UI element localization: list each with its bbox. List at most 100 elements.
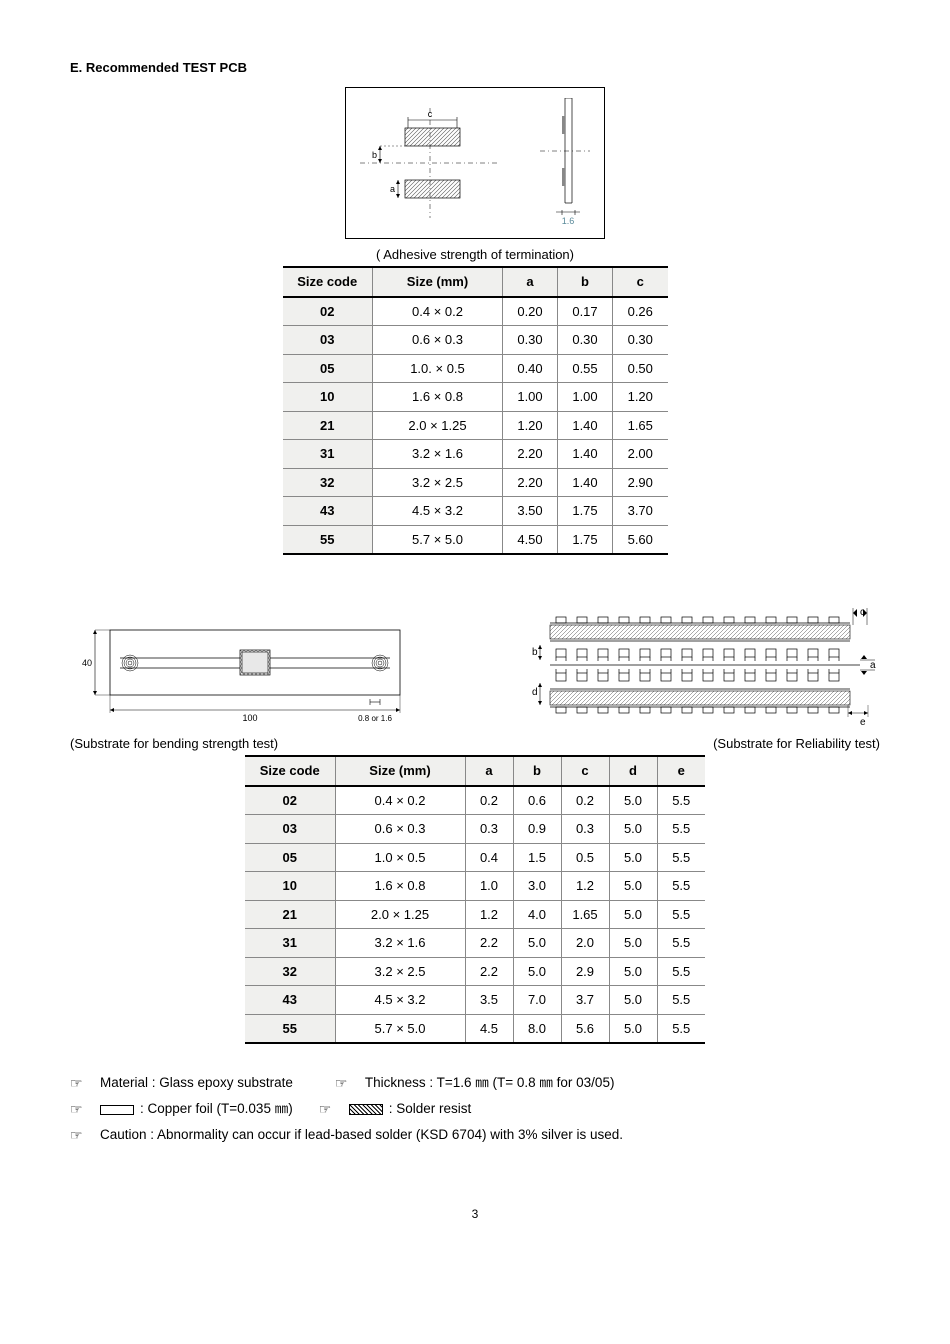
table-cell: 0.4 × 0.2 bbox=[373, 297, 503, 326]
table-cell: 0.2 bbox=[561, 786, 609, 815]
bend-dim-h: 40 bbox=[82, 658, 92, 668]
table-cell: 8.0 bbox=[513, 1014, 561, 1043]
table-cell: 0.26 bbox=[613, 297, 668, 326]
table-cell: 5.5 bbox=[657, 786, 705, 815]
table-cell: 5.0 bbox=[609, 929, 657, 958]
table-row: 555.7 × 5.04.501.755.60 bbox=[283, 525, 668, 554]
table-cell: 02 bbox=[245, 786, 335, 815]
note-material: Material : Glass epoxy substrate bbox=[100, 1072, 293, 1095]
table-cell: 03 bbox=[283, 326, 373, 355]
table-cell: 2.20 bbox=[503, 440, 558, 469]
table-header: a bbox=[503, 267, 558, 297]
table-cell: 7.0 bbox=[513, 986, 561, 1015]
table1-caption: ( Adhesive strength of termination) bbox=[70, 247, 880, 262]
table-cell: 2.00 bbox=[613, 440, 668, 469]
table-header: c bbox=[561, 756, 609, 786]
table-cell: 5.0 bbox=[609, 900, 657, 929]
table-cell: 1.6 × 0.8 bbox=[335, 872, 465, 901]
table-cell: 32 bbox=[245, 957, 335, 986]
table-row: 020.4 × 0.20.20.60.25.05.5 bbox=[245, 786, 705, 815]
table-cell: 5.5 bbox=[657, 900, 705, 929]
bend-diagram-label: (Substrate for bending strength test) bbox=[70, 736, 420, 751]
table-header: Size (mm) bbox=[335, 756, 465, 786]
table-cell: 5.6 bbox=[561, 1014, 609, 1043]
table-header: Size code bbox=[283, 267, 373, 297]
table-row: 313.2 × 1.62.25.02.05.05.5 bbox=[245, 929, 705, 958]
table-header: e bbox=[657, 756, 705, 786]
table-cell: 5.7 × 5.0 bbox=[373, 525, 503, 554]
table-cell: 0.6 × 0.3 bbox=[335, 815, 465, 844]
table-header: c bbox=[613, 267, 668, 297]
reliability-table: Size codeSize (mm)abcde 020.4 × 0.20.20.… bbox=[245, 755, 705, 1044]
table-cell: 5.5 bbox=[657, 986, 705, 1015]
table-header: d bbox=[609, 756, 657, 786]
pointer-icon: ☞ bbox=[70, 1098, 88, 1122]
dim-thickness: 1.6 bbox=[562, 216, 575, 226]
table-cell: 4.0 bbox=[513, 900, 561, 929]
pointer-icon: ☞ bbox=[319, 1098, 337, 1122]
adhesive-table: Size codeSize (mm)abc 020.4 × 0.20.200.1… bbox=[283, 266, 668, 555]
table-cell: 0.30 bbox=[558, 326, 613, 355]
table-cell: 4.5 × 3.2 bbox=[335, 986, 465, 1015]
table-cell: 1.40 bbox=[558, 468, 613, 497]
bend-dim-w: 100 bbox=[242, 713, 257, 723]
table-cell: 4.5 × 3.2 bbox=[373, 497, 503, 526]
table-cell: 0.30 bbox=[613, 326, 668, 355]
table-cell: 31 bbox=[245, 929, 335, 958]
table-cell: 21 bbox=[245, 900, 335, 929]
table-cell: 0.3 bbox=[465, 815, 513, 844]
table-cell: 0.3 bbox=[561, 815, 609, 844]
rel-dim-a: a bbox=[870, 660, 876, 671]
table-cell: 1.75 bbox=[558, 497, 613, 526]
table-cell: 2.0 × 1.25 bbox=[335, 900, 465, 929]
table-row: 020.4 × 0.20.200.170.26 bbox=[283, 297, 668, 326]
table-cell: 5.5 bbox=[657, 1014, 705, 1043]
table-cell: 1.2 bbox=[561, 872, 609, 901]
table-cell: 10 bbox=[283, 383, 373, 412]
table-cell: 3.2 × 1.6 bbox=[335, 929, 465, 958]
table-cell: 2.20 bbox=[503, 468, 558, 497]
table-cell: 5.5 bbox=[657, 843, 705, 872]
table-cell: 3.7 bbox=[561, 986, 609, 1015]
rel-dim-b: b bbox=[532, 647, 538, 658]
pointer-icon: ☞ bbox=[335, 1072, 353, 1096]
dim-b: b bbox=[372, 150, 377, 160]
legend-copper-box bbox=[100, 1105, 134, 1115]
table-cell: 5.7 × 5.0 bbox=[335, 1014, 465, 1043]
table-row: 212.0 × 1.251.201.401.65 bbox=[283, 411, 668, 440]
dim-c: c bbox=[428, 109, 433, 119]
table-cell: 2.90 bbox=[613, 468, 668, 497]
table-header: Size (mm) bbox=[373, 267, 503, 297]
table-row: 051.0 × 0.50.41.50.55.05.5 bbox=[245, 843, 705, 872]
table-cell: 5.0 bbox=[609, 815, 657, 844]
table-cell: 55 bbox=[283, 525, 373, 554]
adhesive-diagram-container: c b a 1.6 bbox=[70, 87, 880, 239]
table-cell: 3.2 × 2.5 bbox=[373, 468, 503, 497]
table-cell: 02 bbox=[283, 297, 373, 326]
rel-dim-e: e bbox=[860, 717, 866, 728]
section-title: E. Recommended TEST PCB bbox=[70, 60, 880, 75]
table-cell: 3.70 bbox=[613, 497, 668, 526]
note-copper: : Copper foil (T=0.035 ㎜) bbox=[140, 1098, 293, 1121]
rel-dim-d: d bbox=[532, 687, 538, 698]
table-cell: 1.65 bbox=[613, 411, 668, 440]
table-cell: 1.2 bbox=[465, 900, 513, 929]
table-row: 434.5 × 3.23.57.03.75.05.5 bbox=[245, 986, 705, 1015]
table-cell: 43 bbox=[283, 497, 373, 526]
table-cell: 5.0 bbox=[609, 786, 657, 815]
table-header: Size code bbox=[245, 756, 335, 786]
note-caution: Caution : Abnormality can occur if lead-… bbox=[100, 1124, 623, 1147]
table-cell: 1.00 bbox=[503, 383, 558, 412]
table-row: 323.2 × 2.52.25.02.95.05.5 bbox=[245, 957, 705, 986]
table-row: 101.6 × 0.81.001.001.20 bbox=[283, 383, 668, 412]
bending-substrate-drawing: 40 100 0.8 or 1.6 bbox=[70, 620, 420, 730]
table-cell: 55 bbox=[245, 1014, 335, 1043]
table-cell: 5.5 bbox=[657, 957, 705, 986]
table-row: 555.7 × 5.04.58.05.65.05.5 bbox=[245, 1014, 705, 1043]
table-cell: 1.75 bbox=[558, 525, 613, 554]
reliability-substrate-drawing: c a b d e bbox=[520, 605, 880, 730]
table-cell: 1.0. × 0.5 bbox=[373, 354, 503, 383]
table-cell: 10 bbox=[245, 872, 335, 901]
table-cell: 2.0 × 1.25 bbox=[373, 411, 503, 440]
table-cell: 1.5 bbox=[513, 843, 561, 872]
